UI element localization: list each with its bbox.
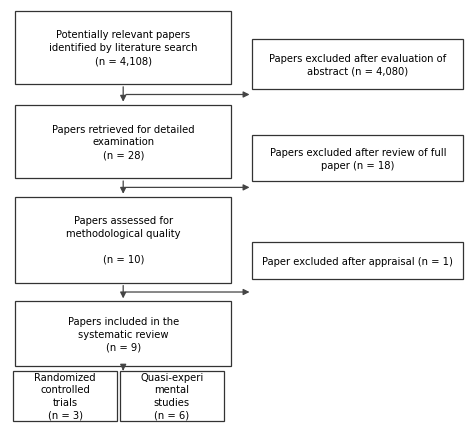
Text: Papers excluded after evaluation of
abstract (n = 4,080): Papers excluded after evaluation of abst… [269,53,447,76]
FancyBboxPatch shape [13,371,118,421]
Text: Papers included in the
systematic review
(n = 9): Papers included in the systematic review… [68,317,179,352]
FancyBboxPatch shape [252,242,464,280]
FancyBboxPatch shape [15,106,231,178]
Text: Papers assessed for
methodological quality

(n = 10): Papers assessed for methodological quali… [66,216,181,264]
FancyBboxPatch shape [15,197,231,283]
FancyBboxPatch shape [120,371,224,421]
Text: Papers retrieved for detailed
examination
(n = 28): Papers retrieved for detailed examinatio… [52,124,194,160]
Text: Potentially relevant papers
identified by literature search
(n = 4,108): Potentially relevant papers identified b… [49,30,198,66]
Text: Randomized
controlled
trials
(n = 3): Randomized controlled trials (n = 3) [34,372,96,420]
FancyBboxPatch shape [15,302,231,366]
FancyBboxPatch shape [252,40,464,90]
Text: Paper excluded after appraisal (n = 1): Paper excluded after appraisal (n = 1) [262,256,453,266]
FancyBboxPatch shape [252,136,464,181]
Text: Quasi-experi
mental
studies
(n = 6): Quasi-experi mental studies (n = 6) [140,372,204,420]
Text: Papers excluded after review of full
paper (n = 18): Papers excluded after review of full pap… [270,147,446,170]
FancyBboxPatch shape [15,12,231,85]
